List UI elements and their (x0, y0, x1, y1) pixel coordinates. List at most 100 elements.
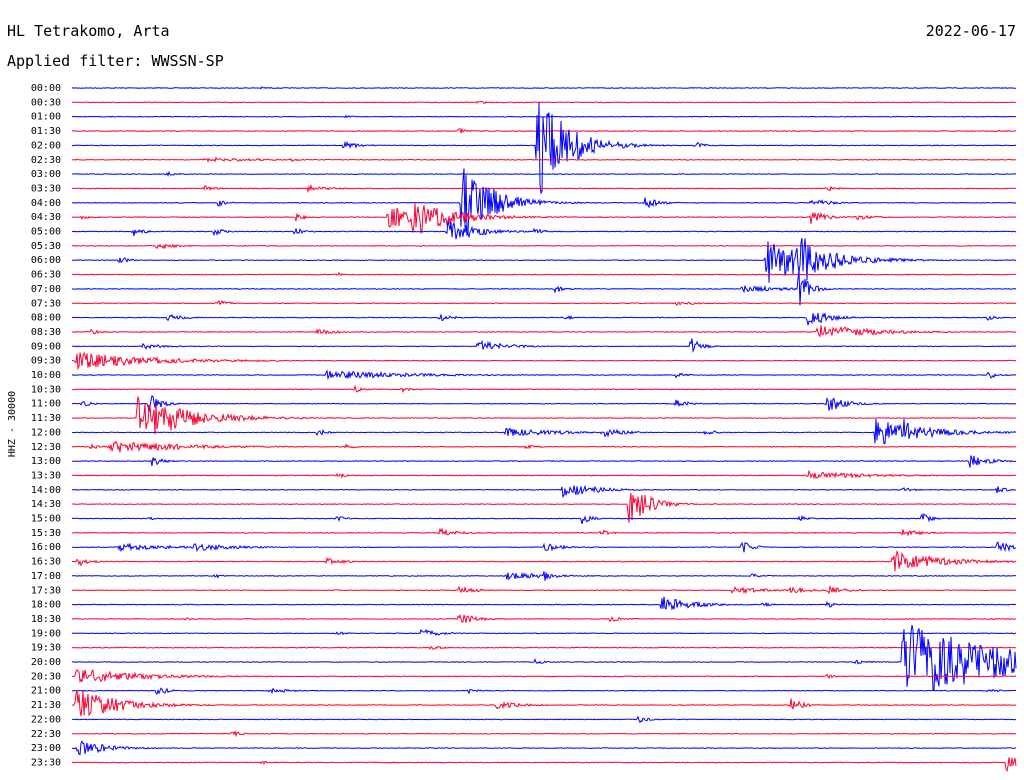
time-tick-label: 20:30 (31, 671, 61, 682)
trace-0730 (71, 299, 1017, 307)
trace-1700 (71, 571, 1017, 581)
trace-0030 (71, 100, 1017, 104)
trace-0100 (71, 114, 1017, 119)
time-tick-label: 06:30 (31, 270, 61, 281)
trace-2130 (71, 690, 1017, 717)
time-tick-label: 02:00 (31, 140, 61, 151)
time-tick-label: 23:00 (31, 743, 61, 754)
trace-1100 (71, 395, 1017, 412)
time-tick-label: 11:00 (31, 399, 61, 410)
time-tick-label: 18:00 (31, 600, 61, 611)
filter-label: Applied filter: WWSSN-SP (7, 52, 224, 70)
time-tick-label: 07:30 (31, 298, 61, 309)
time-tick-label: 08:00 (31, 313, 61, 324)
trace-0700 (71, 269, 1017, 306)
time-tick-label: 12:30 (31, 442, 61, 453)
trace-1400 (71, 484, 1017, 499)
time-tick-label: 22:30 (31, 729, 61, 740)
trace-0300 (71, 170, 1017, 177)
time-tick-label: 04:30 (31, 212, 61, 223)
trace-2030 (72, 669, 1017, 684)
trace-2230 (71, 729, 1016, 738)
time-tick-label: 05:00 (31, 227, 61, 238)
time-tick-label: 19:00 (31, 628, 61, 639)
trace-1900 (71, 628, 1017, 637)
trace-2200 (71, 715, 1017, 724)
trace-1130 (72, 396, 1017, 435)
time-tick-label: 04:00 (31, 198, 61, 209)
time-tick-label: 08:30 (31, 327, 61, 338)
time-tick-label: 02:30 (31, 155, 61, 166)
time-tick-label: 17:00 (31, 571, 61, 582)
trace-1930 (71, 645, 1017, 650)
time-tick-label: 17:30 (31, 585, 61, 596)
time-tick-label: 00:30 (31, 97, 61, 108)
time-tick-label: 09:30 (31, 356, 61, 367)
time-tick-label: 05:30 (31, 241, 61, 252)
trace-1330 (71, 469, 1017, 480)
time-tick-label: 07:00 (31, 284, 61, 295)
time-tick-label: 06:00 (31, 255, 61, 266)
station-title: HL Tetrakomo, Arta (7, 22, 170, 40)
time-tick-label: 01:30 (31, 126, 61, 137)
time-tick-label: 01:00 (31, 112, 61, 123)
trace-1830 (71, 613, 1017, 623)
time-tick-label: 10:30 (31, 384, 61, 395)
time-tick-label: 00:00 (31, 83, 61, 94)
trace-1030 (71, 384, 1017, 394)
trace-1600 (71, 541, 1017, 553)
trace-0830 (71, 325, 1017, 338)
time-tick-label: 15:30 (31, 528, 61, 539)
trace-1800 (71, 596, 1017, 611)
trace-2100 (71, 687, 1017, 695)
trace-0500 (71, 220, 1016, 240)
time-tick-label: 19:30 (31, 643, 61, 654)
time-tick-label: 22:00 (31, 714, 61, 725)
trace-0000 (71, 86, 1017, 90)
time-tick-label: 13:30 (31, 470, 61, 481)
time-tick-label: 18:30 (31, 614, 61, 625)
date-label: 2022-06-17 (925, 22, 1016, 40)
time-tick-label: 09:00 (31, 341, 61, 352)
trace-0900 (71, 338, 1016, 353)
time-tick-label: 14:30 (31, 499, 61, 510)
time-tick-label: 16:30 (31, 557, 61, 568)
time-tick-label: 21:00 (31, 686, 61, 697)
trace-1730 (72, 584, 1017, 595)
time-tick-label: 20:00 (31, 657, 61, 668)
time-tick-label: 12:00 (31, 427, 61, 438)
time-tick-label: 16:00 (31, 542, 61, 553)
y-axis-label: HHZ - 30000 (7, 391, 18, 457)
time-tick-label: 10:00 (31, 370, 61, 381)
trace-0430 (71, 202, 1016, 235)
trace-1500 (71, 513, 1017, 525)
time-tick-label: 11:30 (31, 413, 61, 424)
trace-0400 (71, 168, 1016, 236)
time-tick-label: 03:30 (31, 183, 61, 194)
trace-2330 (71, 757, 1017, 773)
trace-1530 (71, 527, 1017, 537)
trace-1630 (71, 549, 1017, 572)
trace-2300 (71, 740, 1016, 756)
trace-0600 (72, 237, 1017, 283)
time-tick-label: 03:00 (31, 169, 61, 180)
trace-1200 (71, 418, 1017, 445)
trace-0230 (71, 156, 1017, 163)
trace-2000 (71, 624, 1017, 692)
trace-1300 (71, 455, 1017, 468)
trace-0530 (71, 243, 1017, 250)
trace-0930 (71, 351, 1017, 371)
time-tick-label: 15:00 (31, 514, 61, 525)
trace-1230 (71, 440, 1017, 453)
time-tick-label: 23:30 (31, 757, 61, 768)
time-tick-label: 21:30 (31, 700, 61, 711)
trace-0800 (71, 312, 1017, 326)
trace-0200 (71, 102, 1017, 195)
time-tick-label: 14:00 (31, 485, 61, 496)
trace-1430 (71, 492, 1017, 523)
trace-1000 (71, 369, 1017, 381)
trace-0330 (71, 183, 1017, 194)
trace-0630 (71, 271, 1017, 277)
time-tick-label: 13:00 (31, 456, 61, 467)
